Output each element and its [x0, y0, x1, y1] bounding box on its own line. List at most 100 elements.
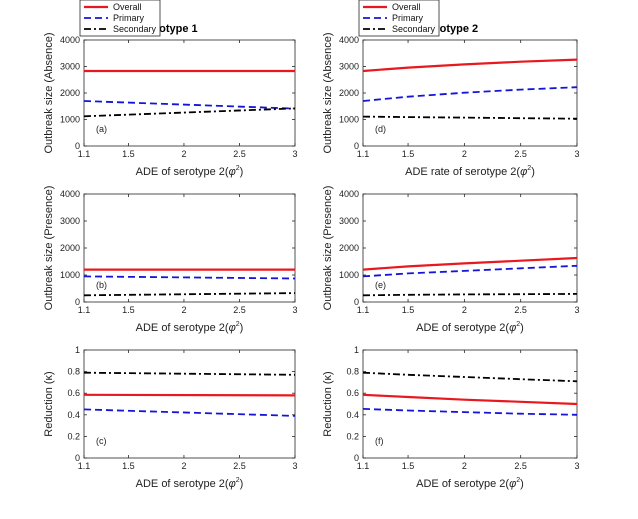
y-tick-label: 1000 [339, 115, 359, 125]
x-tick-label: 1.5 [122, 149, 135, 159]
panel-b: 1.1 1.5 2 2.5 3 0 1000 2000 3000 4000 (b) Outbreak … [43, 186, 298, 334]
y-tick-label: 3000 [339, 62, 359, 72]
x-tick-label: 2 [181, 305, 186, 315]
x-label-close: ) [240, 166, 244, 178]
panel-label: (a) [96, 124, 107, 134]
y-tick-label: 4000 [60, 35, 80, 45]
y-tick-label: 2000 [339, 88, 359, 98]
y-tick-label: 1000 [339, 270, 359, 280]
x-label-close: ) [240, 478, 244, 490]
x-tick-label: 2.5 [514, 149, 527, 159]
x-tick-label: 3 [574, 461, 579, 471]
x-label-symbol: φ [509, 478, 516, 490]
y-tick-label: 1000 [60, 270, 80, 280]
y-tick-label: 0.2 [346, 431, 359, 441]
y-tick-label: 0 [354, 297, 359, 307]
y-tick-label: 0 [75, 141, 80, 151]
x-tick-label: 1.1 [357, 305, 370, 315]
axes-box [83, 193, 296, 303]
panel-label: (b) [96, 280, 107, 290]
y-tick-label: 0 [75, 453, 80, 463]
y-tick-label: 4000 [339, 189, 359, 199]
x-axis-label: ADE of serotype 2(φ2) [416, 321, 524, 334]
series-line-overall [83, 393, 296, 397]
x-tick-label: 2 [462, 461, 467, 471]
x-axis-label: ADE rate of serotype 2(φ2) [405, 165, 535, 178]
x-tick-label: 2.5 [233, 305, 246, 315]
y-tick-label: 0.8 [346, 367, 359, 377]
x-tick-label: 3 [292, 149, 297, 159]
y-tick-label: 3000 [60, 62, 80, 72]
x-tick-label: 1.5 [402, 305, 415, 315]
x-tick-label: 3 [292, 461, 297, 471]
panel-label: (f) [375, 436, 384, 446]
series-line-secondary [362, 293, 578, 297]
y-axis-label: Reduction (κ) [43, 371, 55, 436]
y-tick-label: 2000 [60, 88, 80, 98]
y-tick-label: 3000 [60, 216, 80, 226]
y-tick-label: 3000 [339, 216, 359, 226]
series-line-secondary [362, 371, 578, 383]
x-label-text: ADE rate of serotype 2( [405, 166, 520, 178]
axes-box [83, 39, 296, 147]
x-label-close: ) [531, 166, 535, 178]
x-axis-label: ADE of serotype 2(φ2) [136, 165, 244, 178]
x-tick-label: 1.1 [357, 461, 370, 471]
series-line-primary [362, 408, 578, 416]
x-label-text: ADE of serotype 2( [136, 166, 229, 178]
series-line-primary [83, 408, 296, 417]
y-tick-label: 0.4 [67, 410, 80, 420]
x-tick-label: 1.1 [357, 149, 370, 159]
x-tick-label: 3 [574, 149, 579, 159]
x-label-symbol: φ [229, 166, 236, 178]
x-label-close: ) [520, 322, 524, 334]
x-label-superscript: 2 [516, 477, 520, 484]
y-tick-label: 0.6 [346, 388, 359, 398]
panel-label: (d) [375, 124, 386, 134]
series-line-primary [362, 264, 578, 278]
y-axis-label: Outbreak size (Presence) [43, 186, 55, 311]
panel-c: 1.1 1.5 2 2.5 3 0 0.2 0.4 0.6 0.8 1 (c) Reduction (κ… [43, 345, 298, 490]
legend-label: Secondary [392, 24, 436, 34]
series-line-secondary [83, 292, 296, 297]
x-label-superscript: 2 [236, 321, 240, 328]
x-label-superscript: 2 [527, 165, 531, 172]
x-tick-label: 1.5 [402, 461, 415, 471]
x-tick-label: 2 [181, 149, 186, 159]
x-label-symbol: φ [229, 478, 236, 490]
x-label-close: ) [520, 478, 524, 490]
x-tick-label: 3 [574, 305, 579, 315]
y-tick-label: 2000 [339, 243, 359, 253]
x-tick-label: 2.5 [514, 305, 527, 315]
panel-e: 1.1 1.5 2 2.5 3 0 1000 2000 3000 4000 (e) Outbreak … [322, 186, 580, 334]
y-tick-label: 4000 [339, 35, 359, 45]
y-tick-label: 0.8 [67, 367, 80, 377]
x-tick-label: 2.5 [233, 461, 246, 471]
y-tick-label: 1000 [60, 115, 80, 125]
x-tick-label: 1.5 [122, 461, 135, 471]
series-line-secondary [83, 107, 296, 118]
axes-box [362, 193, 578, 303]
series-line-primary [83, 275, 296, 280]
x-label-superscript: 2 [516, 321, 520, 328]
legend-label: Primary [392, 13, 423, 23]
y-axis-label: Outbreak size (Presence) [322, 186, 334, 311]
legend-label: Primary [113, 13, 144, 23]
y-tick-label: 0.4 [346, 410, 359, 420]
panel-f: 1.1 1.5 2 2.5 3 0 0.2 0.4 0.6 0.8 1 (f) Reduction (κ… [322, 345, 580, 490]
panel-a: 1.1 1.5 2 2.5 3 0 1000 2000 3000 4000 (a) Outbreak … [43, 23, 298, 178]
legend-label: Overall [113, 2, 142, 12]
y-tick-label: 0 [354, 141, 359, 151]
x-tick-label: 1.5 [402, 149, 415, 159]
x-axis-label: ADE of serotype 2(φ2) [136, 477, 244, 490]
x-tick-label: 1.1 [78, 305, 91, 315]
x-tick-label: 2 [181, 461, 186, 471]
x-label-symbol: φ [229, 322, 236, 334]
series-line-overall [362, 58, 578, 73]
x-tick-label: 2 [462, 305, 467, 315]
y-tick-label: 4000 [60, 189, 80, 199]
y-tick-label: 0 [354, 453, 359, 463]
y-axis-label: Outbreak size (Absence) [43, 32, 55, 153]
